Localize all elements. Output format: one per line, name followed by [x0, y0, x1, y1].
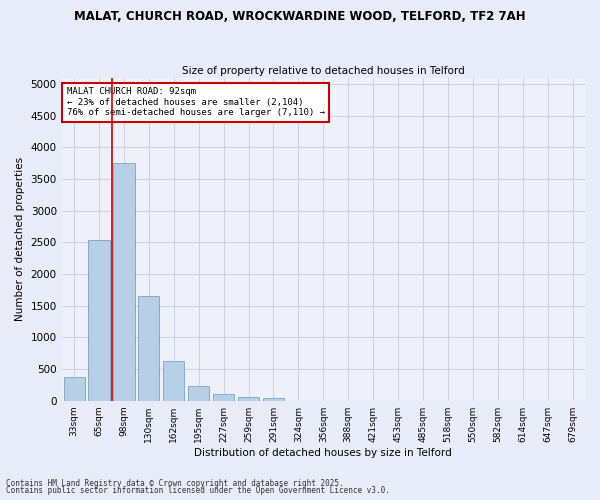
Bar: [138, 296, 160, 401]
Bar: [213, 394, 234, 400]
Bar: [188, 386, 209, 400]
Bar: [238, 397, 259, 400]
Bar: [88, 240, 110, 400]
Text: Contains HM Land Registry data © Crown copyright and database right 2025.: Contains HM Land Registry data © Crown c…: [6, 478, 344, 488]
Text: MALAT CHURCH ROAD: 92sqm
← 23% of detached houses are smaller (2,104)
76% of sem: MALAT CHURCH ROAD: 92sqm ← 23% of detach…: [67, 88, 325, 117]
X-axis label: Distribution of detached houses by size in Telford: Distribution of detached houses by size …: [194, 448, 452, 458]
Bar: [113, 162, 134, 400]
Bar: [64, 376, 85, 400]
Bar: [163, 362, 184, 401]
Bar: [263, 398, 284, 400]
Text: MALAT, CHURCH ROAD, WROCKWARDINE WOOD, TELFORD, TF2 7AH: MALAT, CHURCH ROAD, WROCKWARDINE WOOD, T…: [74, 10, 526, 23]
Y-axis label: Number of detached properties: Number of detached properties: [15, 157, 25, 322]
Text: Contains public sector information licensed under the Open Government Licence v3: Contains public sector information licen…: [6, 486, 390, 495]
Title: Size of property relative to detached houses in Telford: Size of property relative to detached ho…: [182, 66, 465, 76]
